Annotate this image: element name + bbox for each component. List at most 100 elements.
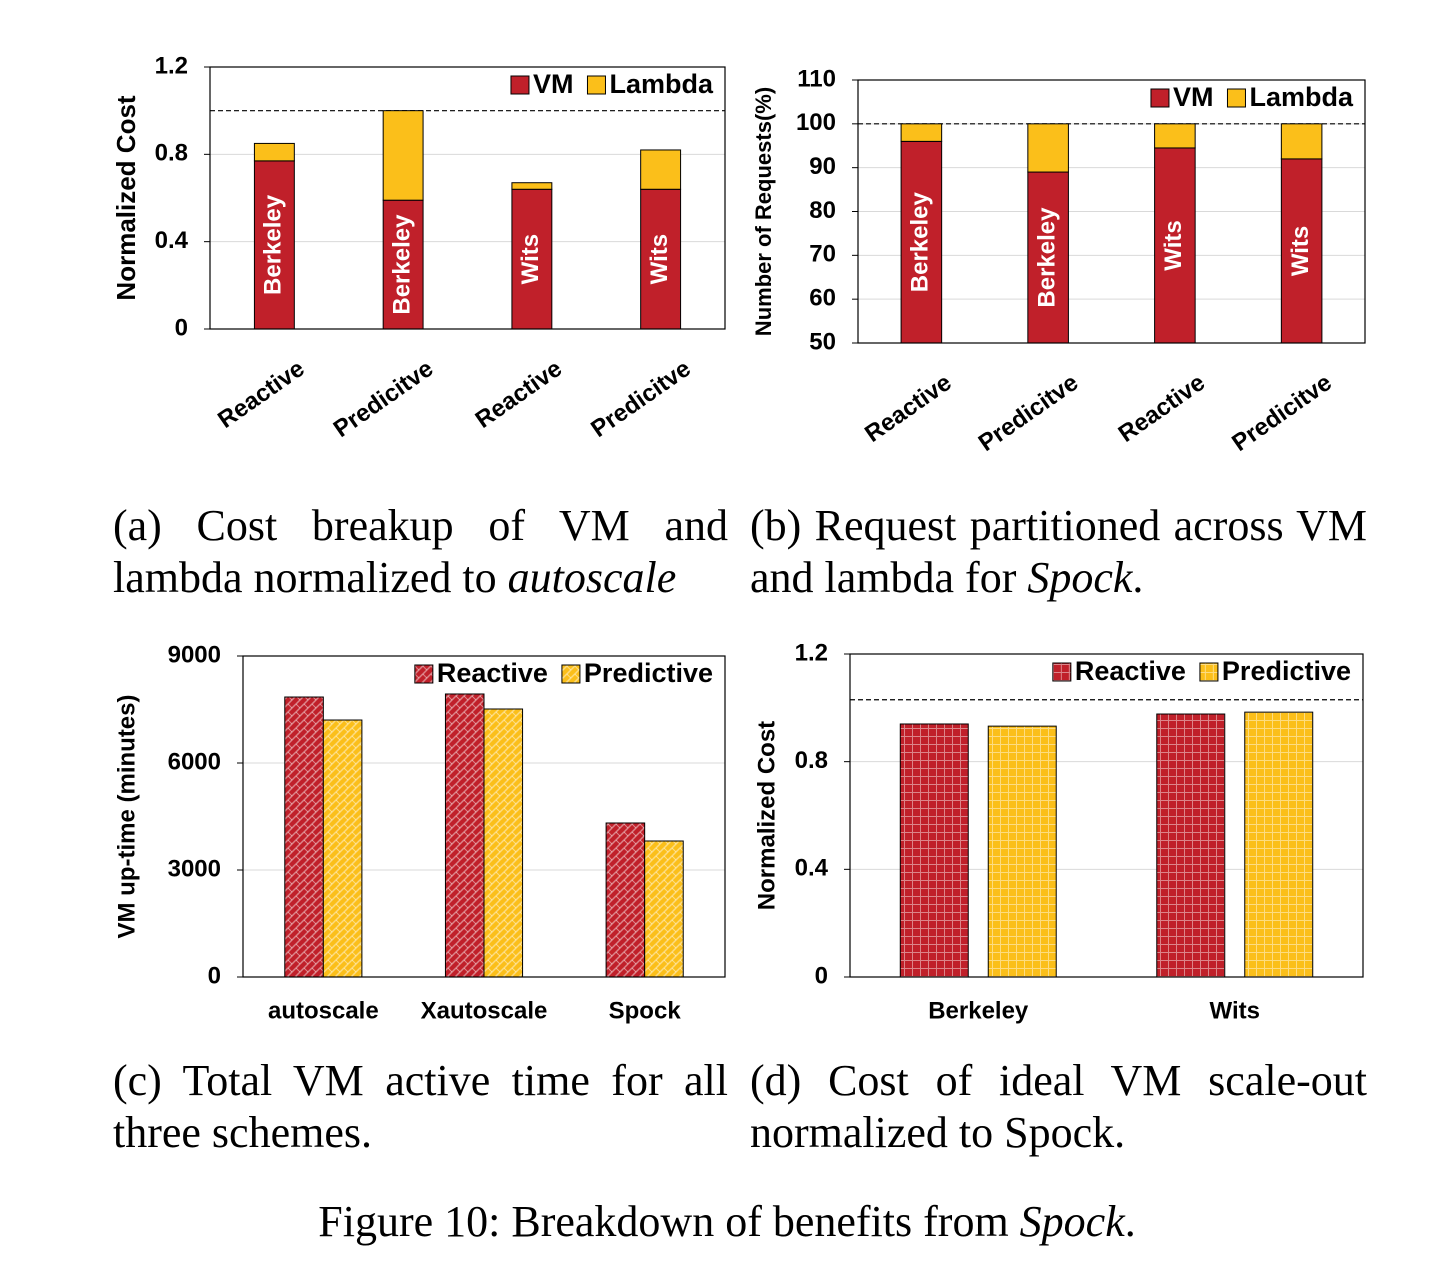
y-tick-label: 0 xyxy=(815,962,828,989)
bar-segment xyxy=(253,160,295,330)
bar xyxy=(1156,713,1226,978)
bar-segment xyxy=(1027,171,1069,344)
y-axis-label: Normalized Cost xyxy=(753,721,780,910)
y-tick-label: 0.4 xyxy=(795,855,829,882)
bar-segment xyxy=(382,110,424,201)
caption-text: autoscale xyxy=(507,553,677,602)
bar xyxy=(987,725,1057,978)
bar-segment xyxy=(640,188,682,330)
y-tick-label: 0 xyxy=(208,962,221,989)
y-tick-label: 90 xyxy=(809,153,836,180)
bar-label: Wits xyxy=(646,234,673,284)
plot-border xyxy=(849,653,1364,978)
subfigure-caption: (a) Cost breakup of VM and lambda normal… xyxy=(113,500,728,604)
x-tick-label: Xautoscale xyxy=(421,997,548,1024)
y-axis-label: VM up-time (minutes) xyxy=(113,695,140,939)
bar-label: Berkeley xyxy=(260,194,287,295)
legend: VM Lambda xyxy=(1150,82,1354,112)
figure-caption: Figure 10: Breakdown of benefits from Sp… xyxy=(0,1196,1454,1247)
y-tick-label: 80 xyxy=(809,197,836,224)
legend: Reactive Predictive xyxy=(414,658,713,688)
x-tick-label: Berkeley xyxy=(928,997,1029,1024)
legend-swatch xyxy=(1052,662,1072,682)
bar xyxy=(483,708,524,978)
x-tick-label: Wits xyxy=(1210,997,1260,1024)
bar-segment xyxy=(1027,123,1069,173)
caption-text: (b) Request partitioned across VM and la… xyxy=(750,501,1367,602)
y-tick-label: 0.4 xyxy=(155,227,189,254)
legend-label: Predictive xyxy=(1222,656,1351,686)
bar xyxy=(605,822,646,978)
bar xyxy=(1244,711,1314,978)
legend-label: Lambda xyxy=(1249,82,1354,112)
y-tick-label: 1.2 xyxy=(795,639,828,666)
caption-text: Spock xyxy=(1019,1197,1125,1246)
legend-swatch xyxy=(414,664,434,684)
bar-segment xyxy=(511,182,553,190)
bar xyxy=(644,840,684,978)
y-tick-label: 50 xyxy=(809,328,836,355)
bar xyxy=(322,719,363,978)
legend-label: VM xyxy=(1173,82,1214,112)
x-tick-label: Predicitve xyxy=(974,369,1083,457)
subfigure-caption: (c) Total VM active time for all three s… xyxy=(113,1055,728,1159)
figure: Berkeley Reactive Berkeley Predicitve Wits Re… xyxy=(111,52,1366,1024)
legend-swatch xyxy=(510,75,530,95)
legend-swatch xyxy=(1199,662,1219,682)
legend: VM Lambda xyxy=(510,69,714,99)
caption-text: Figure 10: Breakdown of benefits from xyxy=(318,1197,1020,1246)
bar-label: Berkeley xyxy=(388,214,415,315)
y-tick-label: 3000 xyxy=(168,855,221,882)
subfigure-caption: (d) Cost of ideal VM scale-out normalize… xyxy=(750,1055,1367,1159)
legend-swatch xyxy=(1150,88,1170,108)
bar-label: Berkeley xyxy=(1033,207,1060,308)
legend-swatch xyxy=(1226,88,1246,108)
legend-label: Lambda xyxy=(609,69,714,99)
y-tick-label: 9000 xyxy=(168,641,221,668)
bar xyxy=(444,693,485,978)
plot-border xyxy=(209,66,726,330)
legend-swatch xyxy=(586,75,606,95)
bar-segment xyxy=(1154,123,1196,149)
x-tick-label: Predicitve xyxy=(329,355,438,443)
caption-text: (c) Total VM active time for all three s… xyxy=(113,1056,728,1157)
legend-label: Reactive xyxy=(437,658,548,688)
bar xyxy=(284,696,324,978)
caption-text: Spock xyxy=(1027,553,1133,602)
x-tick-label: Reactive xyxy=(1114,369,1210,448)
y-axis-label: Number of Requests(%) xyxy=(751,87,776,336)
legend-label: Predictive xyxy=(584,658,713,688)
legend-label: Reactive xyxy=(1075,656,1186,686)
x-tick-label: Spock xyxy=(609,997,682,1024)
x-tick-label: Predicitve xyxy=(1227,369,1336,457)
y-tick-label: 0 xyxy=(175,314,188,341)
legend: Reactive Predictive xyxy=(1052,656,1351,686)
subfigure-caption: (b) Request partitioned across VM and la… xyxy=(750,500,1367,604)
y-tick-label: 70 xyxy=(809,241,836,268)
bar-segment xyxy=(253,142,295,162)
caption-text: (a) Cost breakup of VM and lambda normal… xyxy=(113,501,728,602)
plot-border xyxy=(242,655,726,978)
x-tick-label: autoscale xyxy=(268,997,379,1024)
caption-text: (d) Cost of ideal VM scale-out normalize… xyxy=(750,1056,1367,1157)
caption-text: . xyxy=(1132,553,1144,602)
y-tick-label: 110 xyxy=(797,65,836,92)
y-tick-label: 0.8 xyxy=(155,140,188,167)
legend-label: VM xyxy=(533,69,574,99)
bar-segment xyxy=(900,123,943,142)
bar-label: Wits xyxy=(1160,220,1187,270)
bar-segment xyxy=(1280,123,1323,160)
y-tick-label: 100 xyxy=(796,109,836,136)
y-tick-label: 1.2 xyxy=(155,52,188,79)
legend-swatch xyxy=(561,664,581,684)
y-tick-label: 0.8 xyxy=(795,747,828,774)
x-tick-label: Reactive xyxy=(471,355,567,434)
x-tick-label: Reactive xyxy=(213,355,309,434)
bar-segment xyxy=(640,149,682,190)
bar-label: Wits xyxy=(1287,226,1314,276)
bar-segment xyxy=(900,140,943,344)
bar-label: Berkeley xyxy=(907,191,934,292)
bar-label: Wits xyxy=(517,234,544,284)
bar-segment xyxy=(1280,158,1323,344)
